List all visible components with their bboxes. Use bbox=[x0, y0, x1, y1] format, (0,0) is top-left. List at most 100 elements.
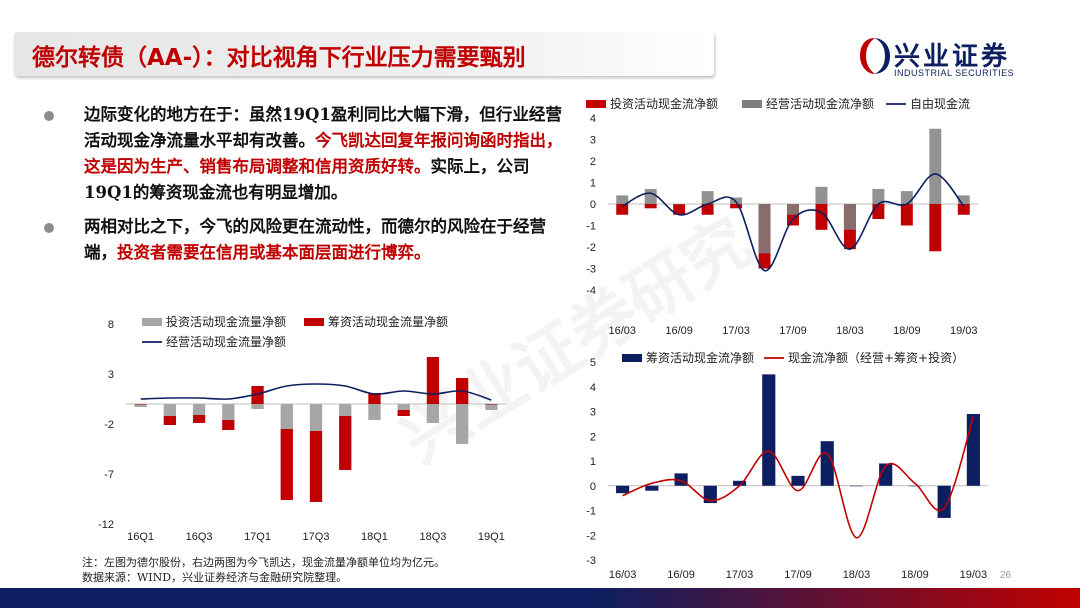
bar-mark bbox=[134, 404, 147, 405]
y-tick-label: 4 bbox=[590, 382, 596, 394]
logo-mark-icon bbox=[860, 38, 890, 74]
bullet-text: 两相对比之下，今飞的风险更在流动性，而德尔的风险在于经营端， bbox=[84, 217, 546, 262]
y-tick-label: -12 bbox=[98, 519, 114, 531]
y-tick-label: 0 bbox=[590, 199, 596, 211]
bar-mark bbox=[426, 404, 440, 423]
y-tick-label: -3 bbox=[586, 555, 596, 567]
bar-mark bbox=[192, 415, 206, 423]
y-tick-label: -1 bbox=[586, 221, 596, 233]
series-line bbox=[621, 173, 965, 272]
bar-mark bbox=[426, 357, 440, 404]
footnote-note: 注：左图为德尔股份，右边两图为今飞凯达，现金流量净额单位均为亿元。 bbox=[82, 556, 445, 569]
y-tick-label: 2 bbox=[590, 431, 596, 443]
x-tick-label: 19/03 bbox=[950, 325, 978, 337]
x-tick-label: 18/09 bbox=[901, 569, 929, 581]
chart-plot: 4 3 2 1 0 -1 -2 -3 -4 16/03 16/09 17/03 17/09 18/03 18… bbox=[586, 96, 978, 337]
bar-mark bbox=[309, 404, 323, 431]
bar-mark bbox=[957, 204, 970, 215]
x-tick-label: 16Q1 bbox=[127, 531, 154, 543]
bullet-text: 实际上，公司19Q1的筹资现金流也有明显增加。 bbox=[84, 157, 530, 202]
bar-mark bbox=[701, 191, 714, 204]
bullet-text: 边际变化的地方在于：虽然19Q1盈利同比大幅下滑，但行业经营活动现金净流量水平却… bbox=[84, 105, 562, 150]
bar-mark bbox=[645, 485, 659, 491]
bar-mark bbox=[280, 429, 293, 500]
y-tick-label: 0 bbox=[590, 481, 596, 493]
y-tick-label: 3 bbox=[590, 135, 596, 147]
logo-text-en: INDUSTRIAL SECURITIES bbox=[894, 68, 1015, 78]
chart-plot: 5 4 3 2 1 0 -1 -2 -3 16/03 16/09 17/03 17/09 18/03 18/… bbox=[586, 350, 988, 581]
bar-mark bbox=[758, 204, 771, 254]
bar-mark bbox=[644, 204, 657, 209]
bar-mark bbox=[787, 204, 799, 215]
y-tick-label: 8 bbox=[108, 319, 114, 331]
bar-mark bbox=[929, 204, 942, 252]
x-tick-label: 17Q1 bbox=[244, 531, 271, 543]
legend-swatch bbox=[622, 354, 642, 362]
x-tick-label: 17Q3 bbox=[303, 531, 330, 543]
bar-mark bbox=[280, 404, 293, 429]
bar-mark bbox=[222, 404, 235, 420]
page-title: 德尔转债（AA-）：对比视角下行业压力需要甄别 bbox=[32, 45, 526, 71]
x-tick-label: 16/03 bbox=[608, 325, 636, 337]
logo-text-cn: 兴业证券 bbox=[894, 42, 1011, 72]
x-tick-label: 18/03 bbox=[843, 569, 871, 581]
bar-mark bbox=[900, 191, 913, 204]
bar-mark bbox=[732, 480, 747, 486]
bar-mark bbox=[701, 204, 714, 215]
legend-swatch bbox=[586, 100, 606, 108]
bar-mark bbox=[485, 404, 498, 410]
bar-mark bbox=[456, 404, 469, 444]
legend-label: 筹资活动现金流净额 bbox=[646, 350, 754, 365]
y-tick-label: -2 bbox=[586, 530, 596, 542]
bar-mark bbox=[134, 404, 147, 407]
y-tick-label: 2 bbox=[590, 156, 596, 168]
bar-mark bbox=[762, 374, 776, 486]
bottom-bar bbox=[0, 588, 1080, 608]
bar-mark bbox=[163, 404, 176, 416]
bar-mark bbox=[644, 188, 657, 204]
x-tick-label: 19/03 bbox=[960, 569, 988, 581]
bar-mark bbox=[192, 404, 206, 415]
bar-mark bbox=[673, 204, 686, 205]
y-tick-label: -4 bbox=[586, 285, 596, 297]
x-tick-label: 18Q3 bbox=[419, 531, 446, 543]
bullet-text-highlight: 投资者需要在信用或基本面层面进行博弈。 bbox=[117, 243, 431, 262]
bar-mark bbox=[309, 431, 323, 502]
page-number: 26 bbox=[1000, 570, 1012, 581]
bar-mark bbox=[485, 404, 498, 405]
x-tick-label: 16/09 bbox=[667, 569, 695, 581]
x-tick-label: 17/09 bbox=[779, 325, 807, 337]
bar-mark bbox=[872, 204, 885, 220]
legend-label: 投资活动现金流净额 bbox=[610, 96, 718, 111]
chart-left-svg: 8 3 -2 -7 -12 16Q1 16Q3 17Q1 17Q3 18Q1 18Q3 19Q1 投资活… bbox=[98, 314, 506, 543]
chart-left: 8 3 -2 -7 -12 16Q1 16Q3 17Q1 17Q3 18Q1 18Q3 19Q1 投资活… bbox=[76, 312, 516, 548]
bar-mark bbox=[908, 485, 922, 487]
y-tick-label: -2 bbox=[586, 242, 596, 254]
legend-label: 自由现金流 bbox=[910, 96, 970, 111]
bar-mark bbox=[368, 404, 381, 420]
bullet-text-highlight: 今飞凯达回复年报问询函时指出，这是因为生产、销售布局调整和信用资质好转。 bbox=[84, 131, 563, 176]
y-tick-label: -3 bbox=[586, 264, 596, 276]
bar-mark bbox=[616, 195, 629, 204]
x-tick-label: 16Q3 bbox=[186, 531, 213, 543]
legend-label: 筹资活动现金流量净额 bbox=[328, 314, 448, 329]
chart-right-bottom-svg: 5 4 3 2 1 0 -1 -2 -3 16/03 16/09 17/03 17/09 18/03 18/… bbox=[586, 350, 988, 581]
legend-label: 现金流净额（经营+筹资+投资） bbox=[788, 350, 964, 365]
bullet-item: 两相对比之下，今飞的风险更在流动性，而德尔的风险在于经营端，投资者需要在信用或基… bbox=[44, 214, 574, 266]
bar-mark bbox=[397, 404, 410, 410]
y-tick-label: 1 bbox=[590, 178, 596, 190]
chart-right-top-svg: 4 3 2 1 0 -1 -2 -3 -4 16/03 16/09 17/03 17/09 18/03 18… bbox=[586, 96, 978, 337]
bar-mark bbox=[251, 386, 264, 404]
bar-mark bbox=[703, 485, 717, 504]
x-tick-label: 18/09 bbox=[893, 325, 921, 337]
bar-mark bbox=[616, 485, 630, 494]
x-tick-label: 18/03 bbox=[836, 325, 864, 337]
bar-mark bbox=[163, 416, 176, 425]
y-tick-label: -2 bbox=[104, 419, 114, 431]
bullet-dot-icon bbox=[44, 223, 54, 233]
chart-plot: 8 3 -2 -7 -12 16Q1 16Q3 17Q1 17Q3 18Q1 18Q3 19Q1 投资活… bbox=[98, 314, 506, 543]
x-tick-label: 17/03 bbox=[722, 325, 750, 337]
legend-swatch bbox=[304, 318, 324, 326]
x-tick-label: 16/09 bbox=[665, 325, 693, 337]
bar-mark bbox=[730, 204, 743, 209]
